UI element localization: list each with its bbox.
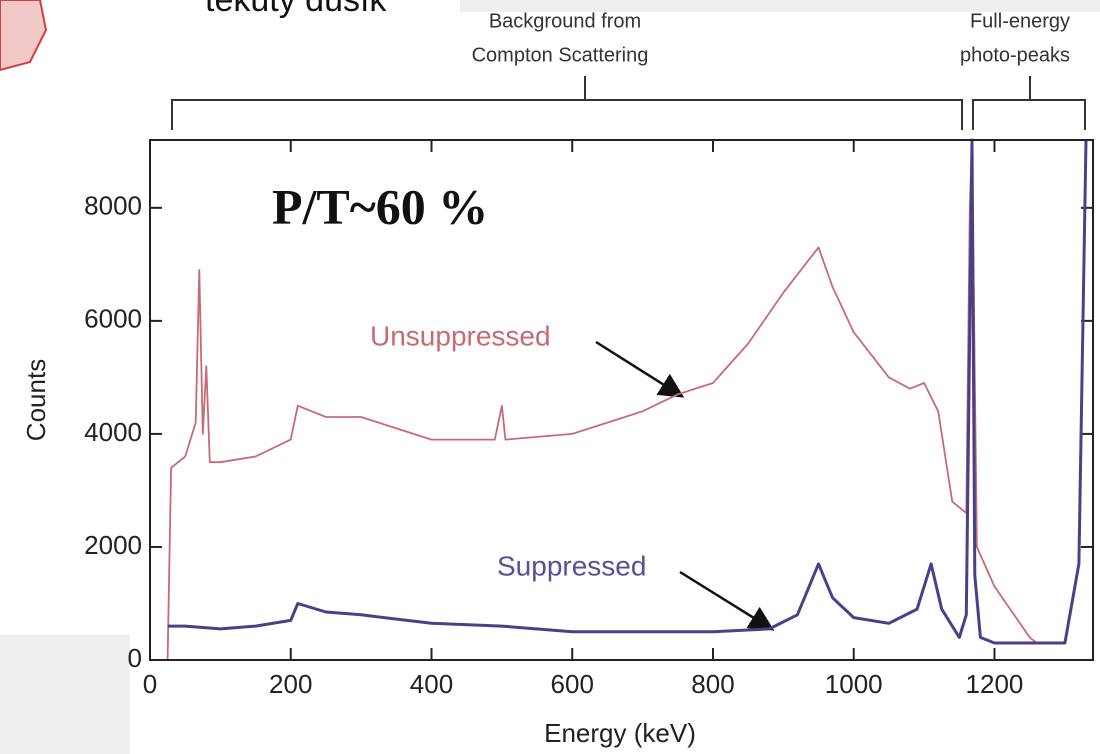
x-tick-label: 1000 — [825, 669, 883, 699]
ratio-label: P/T~60 % — [272, 178, 488, 234]
header-text: tekutý dusík — [205, 0, 387, 19]
y-tick-label: 6000 — [84, 304, 142, 334]
x-tick-label: 400 — [410, 669, 453, 699]
compton-bracket — [171, 76, 963, 130]
x-tick-label: 200 — [269, 669, 312, 699]
x-tick-label: 600 — [551, 669, 594, 699]
photopeaks-bracket — [972, 76, 1086, 130]
x-tick-label: 800 — [691, 669, 734, 699]
series-line — [167, 138, 1088, 645]
background-band — [460, 0, 1100, 12]
y-tick-label: 8000 — [84, 191, 142, 221]
y-tick-label: 2000 — [84, 530, 142, 560]
photopeaks-label: Full-energy — [970, 10, 1070, 32]
x-tick-label: 1200 — [966, 669, 1024, 699]
compton-label: Background from — [489, 10, 641, 32]
y-tick-label: 4000 — [84, 417, 142, 447]
arrow — [595, 340, 685, 398]
compton-label: Compton Scattering — [472, 44, 649, 66]
x-axis-label: Energy (keV) — [544, 718, 696, 748]
arrow — [679, 570, 775, 631]
unsuppressed-label: Unsuppressed — [370, 320, 551, 351]
y-axis-label: Counts — [21, 359, 51, 441]
y-tick-label: 0 — [128, 643, 142, 673]
x-tick-label: 0 — [143, 669, 157, 699]
suppressed-label: Suppressed — [497, 550, 646, 581]
plot-frame — [149, 139, 1094, 661]
photopeaks-label: photo-peaks — [960, 44, 1070, 66]
background-panel — [0, 635, 130, 754]
logo — [0, 0, 48, 72]
